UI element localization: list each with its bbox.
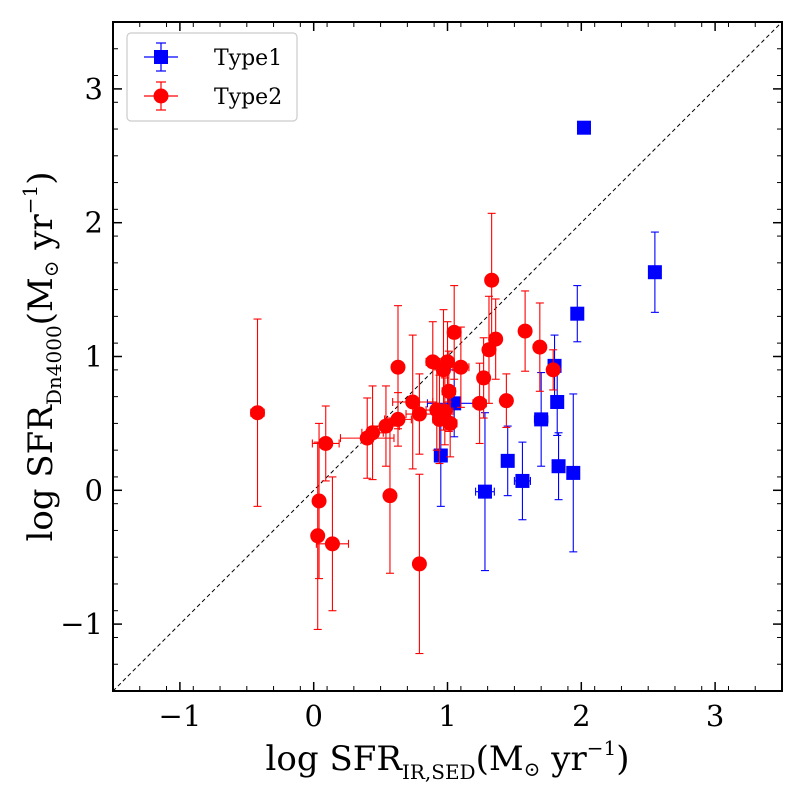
type2-marker: [453, 359, 469, 375]
x-tick-label: −1: [159, 699, 202, 733]
type2-marker: [405, 394, 421, 410]
y-tick-label: 3: [85, 72, 103, 106]
one-to-one-line-layer: [113, 22, 782, 691]
type2-marker: [411, 556, 427, 572]
type2-marker: [310, 528, 326, 544]
legend-label-type1: Type1: [214, 46, 282, 71]
type2-point: [442, 389, 458, 458]
square-marker-icon: [154, 50, 168, 64]
type2-point: [517, 290, 533, 372]
type1-marker: [647, 265, 662, 280]
y-tick-label: 0: [85, 473, 103, 507]
data-points: [250, 120, 662, 655]
type2-point: [315, 476, 350, 612]
y-tick-label: −1: [60, 607, 103, 641]
type2-marker: [425, 354, 441, 370]
type2-point: [488, 298, 504, 380]
type1-point: [533, 372, 549, 467]
type2-marker: [411, 406, 427, 422]
type2-marker: [311, 493, 327, 509]
type2-point: [382, 417, 398, 574]
legend-label-type2: Type2: [214, 85, 282, 110]
y-axis-title: log SFRDn4000(M⊙ yr−1): [18, 171, 66, 541]
type2-marker: [498, 393, 514, 409]
type2-point: [452, 326, 470, 408]
x-tick-label: 2: [572, 699, 590, 733]
type2-marker: [476, 370, 492, 386]
type2-marker: [390, 359, 406, 375]
type2-marker: [382, 488, 398, 504]
type2-point: [311, 422, 327, 580]
type2-point: [498, 373, 514, 428]
type2-marker: [446, 324, 462, 340]
type2-marker: [545, 362, 561, 378]
type2-point: [425, 321, 441, 403]
plot-frame: [112, 21, 783, 692]
type1-marker: [550, 394, 565, 409]
type1-marker: [500, 453, 515, 468]
type1-marker: [433, 448, 448, 463]
type2-marker: [488, 331, 504, 347]
type1-marker: [566, 465, 581, 480]
type2-marker: [472, 395, 488, 411]
type1-marker: [515, 473, 530, 488]
type2-marker: [250, 405, 266, 421]
type1-point: [566, 393, 581, 553]
type2-point: [481, 295, 497, 404]
type1-marker: [551, 459, 566, 474]
type2-marker: [324, 536, 340, 552]
type2-marker: [484, 272, 500, 288]
type1-marker: [570, 306, 585, 321]
type1-marker: [576, 120, 591, 135]
type2-point: [411, 473, 427, 655]
type2-marker: [441, 383, 457, 399]
type2-marker: [481, 342, 497, 358]
type1-point: [647, 231, 662, 313]
legend-box: [126, 32, 298, 122]
y-tick-label: 1: [85, 340, 103, 374]
x-tick-label: 0: [304, 699, 322, 733]
type2-marker: [442, 415, 458, 431]
type1-point: [570, 285, 585, 343]
x-tick-label: 3: [706, 699, 724, 733]
type2-point: [311, 405, 340, 482]
type1-point: [576, 120, 591, 135]
type1-point: [513, 441, 532, 521]
circle-marker-icon: [153, 88, 169, 104]
type2-marker: [532, 339, 548, 355]
legend-entry-type2: Type2: [144, 81, 282, 111]
type2-marker: [440, 354, 455, 370]
type1-marker: [534, 412, 549, 427]
type2-point: [310, 441, 326, 631]
tick-labels: −1 0 1 2 3 −1 0 1 2 3: [60, 72, 724, 733]
type2-marker: [318, 435, 334, 451]
y-tick-label: 2: [85, 206, 103, 240]
type2-marker: [365, 425, 381, 441]
one-to-one-line: [113, 22, 782, 691]
x-tick-label: 1: [438, 699, 456, 733]
type2-marker: [517, 323, 533, 339]
type1-point: [475, 412, 495, 572]
type2-point: [250, 318, 266, 507]
legend: Type1 Type2: [126, 32, 298, 122]
x-axis-title: log SFRIR,SED(M⊙ yr−1): [266, 736, 630, 784]
type1-marker: [477, 484, 492, 499]
type2-marker: [390, 411, 406, 427]
type2-point: [532, 302, 548, 392]
type1-point: [551, 432, 566, 501]
legend-entry-type1: Type1: [144, 42, 282, 72]
type1-point: [500, 425, 515, 497]
type2-point: [484, 212, 500, 348]
type2-point: [545, 349, 561, 391]
